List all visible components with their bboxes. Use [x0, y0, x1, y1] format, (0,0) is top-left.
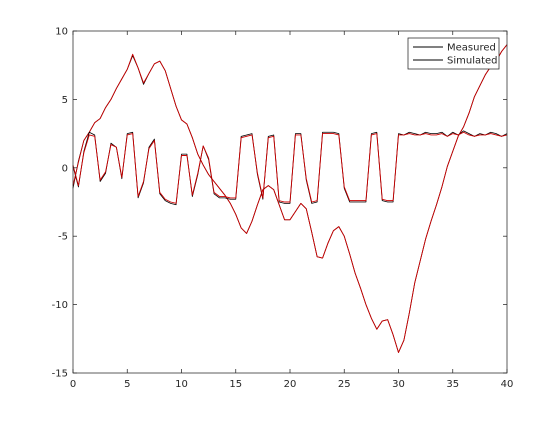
- x-axis: 0 5 10 15 20 25 30 35 40: [70, 31, 514, 390]
- x-tick-label: 5: [124, 379, 130, 390]
- y-tick-label: 5: [62, 95, 68, 106]
- legend-box: [407, 37, 500, 70]
- series-layer: [72, 44, 508, 353]
- legend-label-measured: Measured: [447, 43, 496, 54]
- legend-label-simulated: Simulated: [447, 56, 498, 67]
- y-tick-label: -5: [58, 232, 68, 243]
- x-tick-label: 25: [338, 379, 351, 390]
- x-tick-label: 20: [284, 379, 297, 390]
- series-line-simulated-signal-1: [72, 44, 508, 353]
- series-line-simulated-signal-2: [72, 131, 508, 204]
- y-tick-label: 0: [62, 163, 68, 174]
- y-axis: -15 -10 -5 0 5 10: [52, 27, 507, 380]
- x-tick-label: 0: [70, 379, 76, 390]
- legend: Measured Simulated: [407, 37, 500, 70]
- y-tick-label: -15: [52, 369, 68, 380]
- x-tick-label: 35: [446, 379, 459, 390]
- x-tick-label: 15: [229, 379, 242, 390]
- x-tick-label: 30: [392, 379, 405, 390]
- x-tick-label: 40: [501, 379, 514, 390]
- x-tick-label: 10: [175, 379, 188, 390]
- y-tick-label: 10: [55, 27, 68, 38]
- y-tick-label: -10: [52, 300, 68, 311]
